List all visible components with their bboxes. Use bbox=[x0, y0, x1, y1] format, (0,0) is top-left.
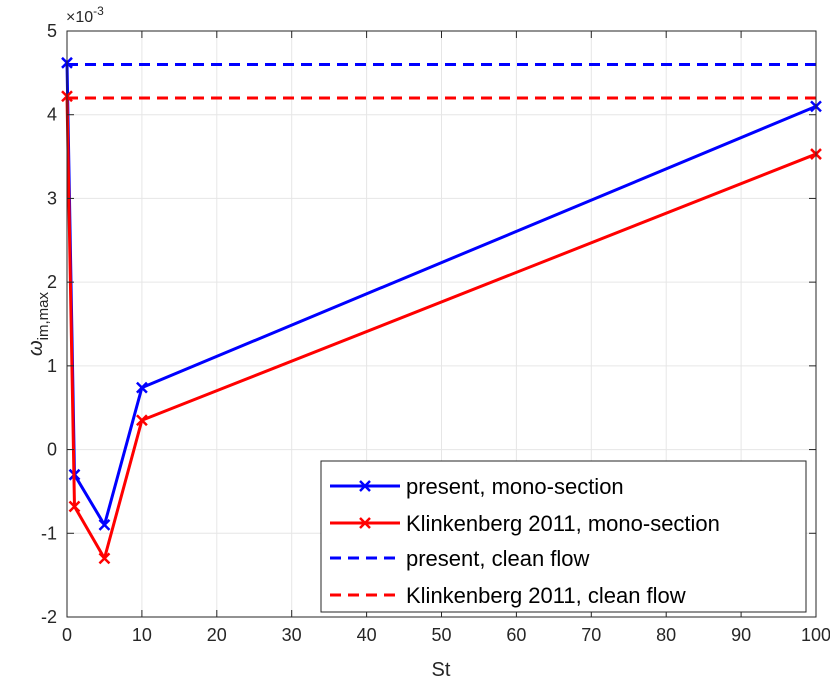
x-tick-label: 30 bbox=[282, 625, 302, 645]
legend-box bbox=[320, 460, 807, 613]
y-tick-label: 4 bbox=[47, 105, 57, 125]
x-tick-label: 80 bbox=[656, 625, 676, 645]
y-tick-label: -2 bbox=[41, 607, 57, 627]
legend-entry-label: present, clean flow bbox=[406, 546, 590, 571]
legend-marker bbox=[359, 517, 371, 529]
data-point-marker bbox=[98, 552, 111, 565]
x-tick-label: 0 bbox=[62, 625, 72, 645]
y-tick-label: 0 bbox=[47, 440, 57, 460]
y-exponent-label: ×10-3 bbox=[66, 4, 104, 26]
y-axis-label: ωim,max bbox=[25, 292, 52, 356]
x-tick-label: 100 bbox=[801, 625, 830, 645]
legend: present, mono-section Klinkenberg 2011, m… bbox=[320, 460, 807, 613]
data-point-marker bbox=[136, 381, 148, 394]
x-axis-label: St bbox=[432, 659, 451, 681]
x-tick-label: 10 bbox=[132, 625, 152, 645]
x-tick-label: 40 bbox=[357, 625, 377, 645]
y-tick-label: 5 bbox=[47, 21, 57, 41]
tick-labels: 0 10 20 30 40 50 60 70 80 90 100 -2 -1 0 1 2 3 4 5 bbox=[41, 21, 830, 645]
legend-entry-label: Klinkenberg 2011, clean flow bbox=[406, 583, 686, 608]
data-point-marker bbox=[136, 414, 148, 427]
y-tick-label: -1 bbox=[41, 523, 57, 543]
x-tick-label: 60 bbox=[506, 625, 526, 645]
y-tick-label: 1 bbox=[47, 356, 57, 376]
y-tick-label: 3 bbox=[47, 188, 57, 208]
legend-marker bbox=[359, 480, 371, 492]
data-point-marker bbox=[68, 500, 81, 513]
y-tick-label: 2 bbox=[47, 272, 57, 292]
data-point-marker bbox=[98, 519, 111, 531]
legend-entry-label: Klinkenberg 2011, mono-section bbox=[406, 511, 720, 536]
x-tick-label: 50 bbox=[431, 625, 451, 645]
legend-entry-label: present, mono-section bbox=[406, 474, 624, 499]
x-tick-label: 90 bbox=[731, 625, 751, 645]
x-tick-label: 70 bbox=[581, 625, 601, 645]
x-tick-label: 20 bbox=[207, 625, 227, 645]
